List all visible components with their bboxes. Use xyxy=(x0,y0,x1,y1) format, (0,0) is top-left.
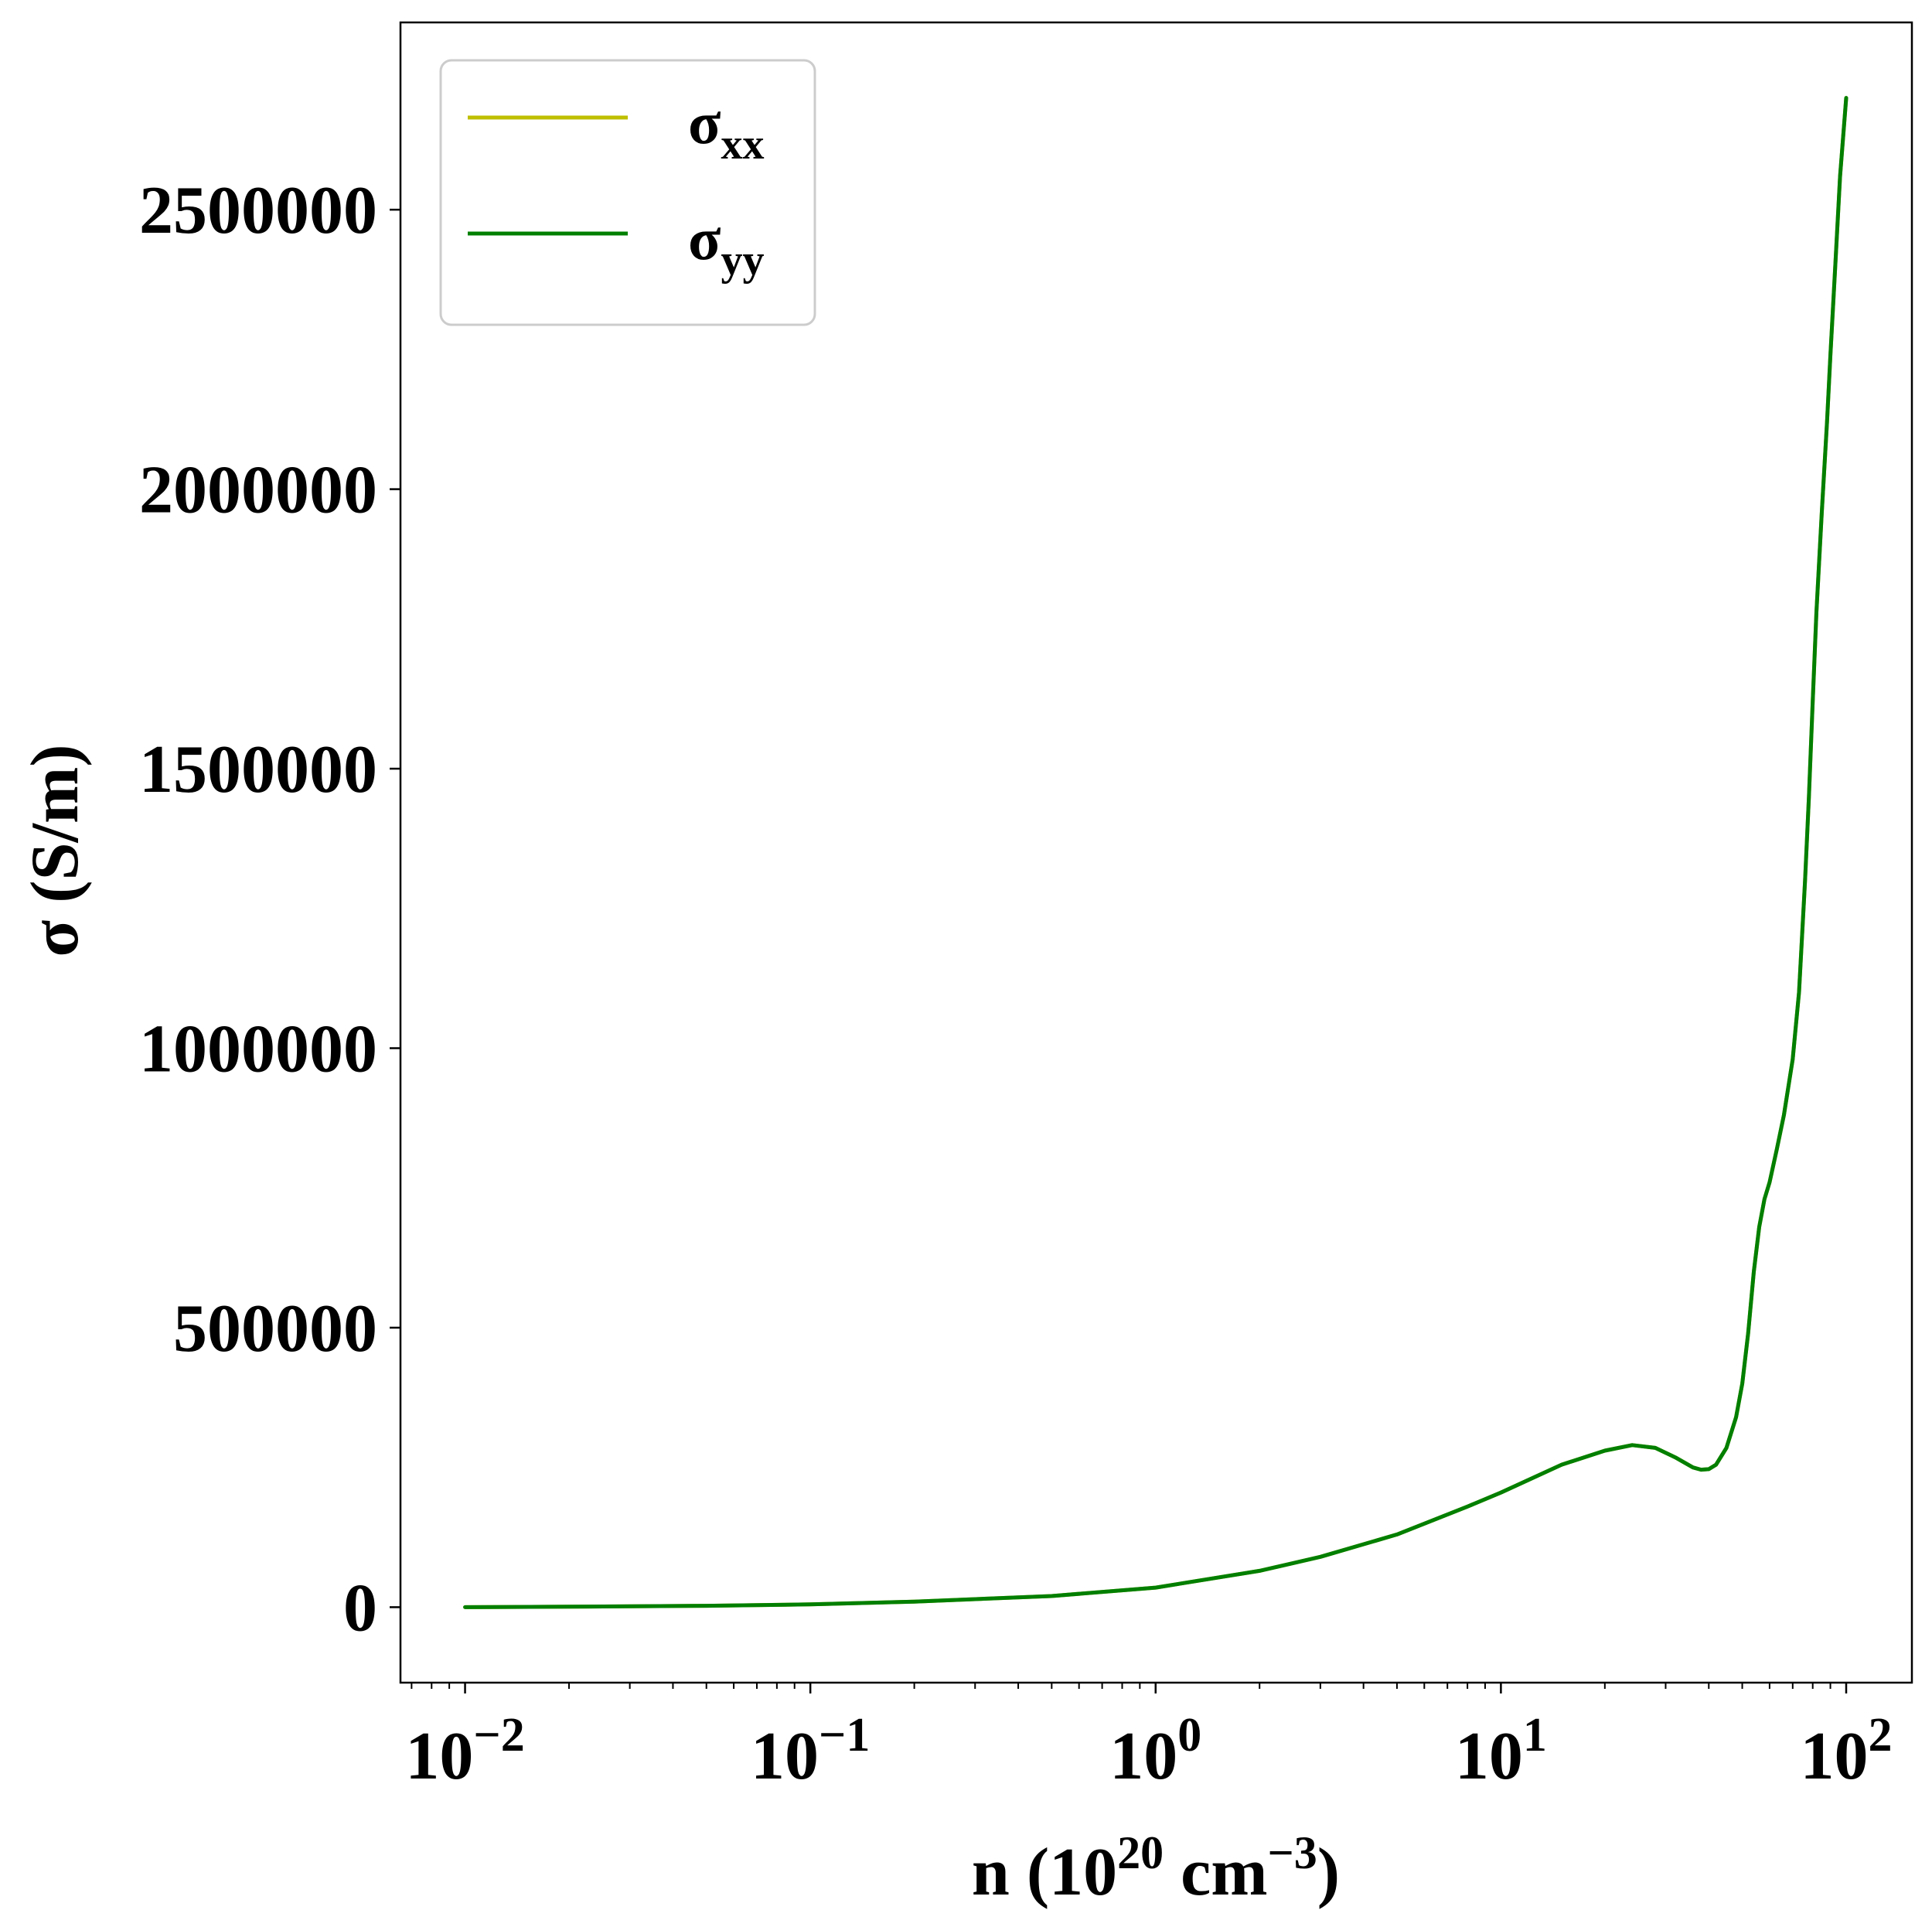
legend-label-sigma-yy: σyy xyxy=(688,205,764,285)
y-tick-label: 2000000 xyxy=(139,453,377,528)
x-tick-label: 100 xyxy=(1109,1709,1201,1794)
x-axis: 10−2 10−1 100 101 102 xyxy=(405,1683,1892,1794)
x-tick-label: 10−1 xyxy=(751,1709,870,1794)
x-axis-label: n (1020 cm−3) xyxy=(972,1827,1340,1910)
x-tick-label: 101 xyxy=(1455,1709,1547,1794)
series-line-sigma-yy xyxy=(463,96,1849,1609)
x-tick-label: 102 xyxy=(1800,1709,1892,1794)
series-layer xyxy=(463,96,1849,1609)
y-tick-label: 1000000 xyxy=(139,1012,377,1087)
y-axis: 0 500000 1000000 1500000 2000000 2500000 xyxy=(139,173,400,1646)
y-tick-label: 500000 xyxy=(173,1291,377,1366)
legend-label-sigma-xx: σxx xyxy=(688,89,764,169)
legend-box xyxy=(439,59,816,326)
y-tick-label: 1500000 xyxy=(139,732,377,807)
y-axis-label: σ (S/m) xyxy=(18,744,93,957)
legend: σxx σyy xyxy=(439,59,816,326)
x-tick-label: 10−2 xyxy=(405,1709,524,1794)
y-tick-label: 2500000 xyxy=(139,173,377,248)
y-tick-label: 0 xyxy=(343,1571,377,1646)
